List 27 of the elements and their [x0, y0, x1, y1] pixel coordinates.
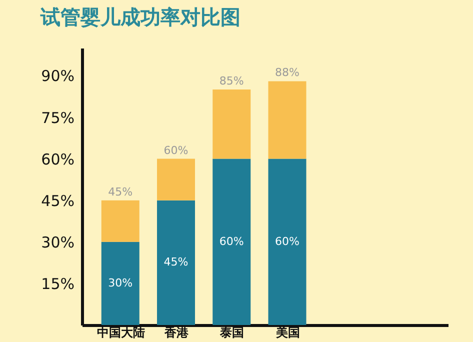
bar — [101, 242, 140, 325]
bar — [268, 158, 306, 325]
x-tick-label: 泰国 — [219, 326, 244, 340]
x-tick-label: 美国 — [274, 326, 300, 340]
y-tick-label: 75% — [41, 108, 74, 127]
total-label: 85% — [219, 74, 244, 88]
total-label: 88% — [275, 66, 300, 80]
data-label: 60% — [219, 234, 244, 248]
x-tick-label: 中国大陆 — [96, 326, 145, 340]
bar — [212, 90, 251, 159]
total-label: 60% — [164, 144, 188, 157]
total-label: 45% — [108, 185, 133, 198]
bar — [157, 200, 195, 325]
x-tick-label: 香港 — [164, 326, 190, 340]
y-tick-label: 15% — [41, 274, 74, 293]
chart-title: 试管婴儿成功率对比图 — [40, 5, 241, 29]
y-tick-label: 60% — [41, 150, 74, 168]
bar — [212, 158, 251, 325]
data-label: 30% — [108, 276, 133, 290]
y-tick-label: 45% — [41, 192, 74, 210]
bar — [157, 158, 195, 200]
y-tick-label: 30% — [41, 233, 74, 252]
data-label: 45% — [164, 256, 188, 269]
y-tick-label: 90% — [41, 67, 74, 86]
data-label: 60% — [275, 234, 300, 248]
bar — [268, 81, 306, 159]
bar — [101, 200, 140, 242]
